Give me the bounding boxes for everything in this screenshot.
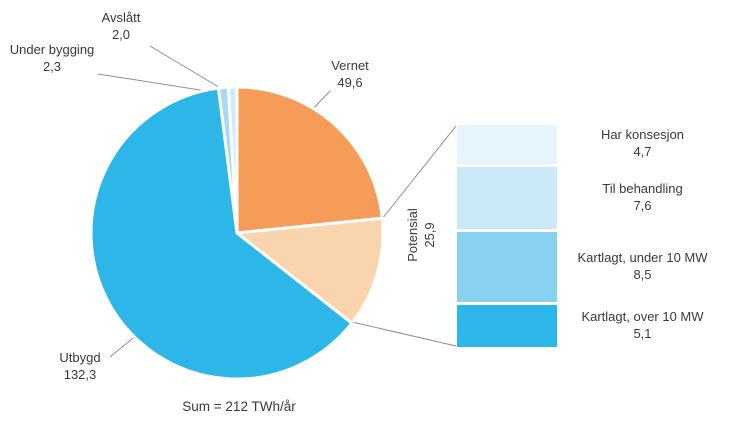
slice-name: Utbygd <box>59 350 101 365</box>
segment-value: 8,5 <box>633 267 652 283</box>
breakdown-label-til-behandling: Til behandling 7,6 <box>560 167 725 230</box>
sum-label: Sum = 212 TWh/år <box>182 399 296 414</box>
pie-slice-avsl-tt <box>226 85 239 235</box>
breakdown-segment-har-konsesjon <box>457 125 557 164</box>
segment-name: Har konsesjon <box>600 127 685 143</box>
breakdown-label-har-konsesjon: Har konsesjon 4,7 <box>560 125 725 164</box>
leader-line <box>97 73 220 94</box>
breakdown-segment-til-behandling <box>457 166 557 230</box>
breakdown-segment-kartlagt-over-10-mw <box>457 305 557 347</box>
breakdown-segment-kartlagt-under-10-mw <box>457 232 557 303</box>
slice-value: 49,6 <box>337 74 363 90</box>
slice-label-vernet: Vernet 49,6 <box>300 58 400 92</box>
breakdown-labels: Har konsesjon 4,7 Til behandling 7,6 Kar… <box>560 125 725 347</box>
segment-name: Kartlagt, under 10 MW <box>577 250 708 266</box>
breakdown-value: 25,9 <box>421 222 437 248</box>
slice-value: 2,3 <box>42 58 62 74</box>
slice-name: Under bygging <box>9 42 95 57</box>
slice-value: 2,0 <box>111 26 131 42</box>
breakdown-title-rotated: Potensial 25,9 <box>405 177 449 293</box>
pie-slice-vernet <box>235 85 384 235</box>
breakdown-label-kartlagt-under-10-mw: Kartlagt, under 10 MW 8,5 <box>560 232 725 302</box>
slice-label-utbygd: Utbygd 132,3 <box>30 350 130 384</box>
slice-name: Vernet <box>331 58 369 73</box>
leader-line <box>351 321 457 347</box>
pie-slice-utbygd <box>89 86 354 381</box>
breakdown-label-kartlagt-over-10-mw: Kartlagt, over 10 MW 5,1 <box>560 305 725 347</box>
segment-value: 7,6 <box>633 197 652 213</box>
segment-name: Til behandling <box>602 181 683 197</box>
slice-value: 132,3 <box>63 366 97 382</box>
segment-value: 4,7 <box>633 144 652 160</box>
segment-name: Kartlagt, over 10 MW <box>581 309 704 325</box>
slice-name: Avslått <box>101 10 141 25</box>
leader-line <box>149 45 228 93</box>
breakdown-bar <box>457 125 557 347</box>
segment-value: 5,1 <box>633 326 652 342</box>
leader-line <box>381 125 457 220</box>
slice-label-avslatt: Avslått 2,0 <box>76 10 166 44</box>
slice-label-under-bygging: Under bygging 2,3 <box>0 42 104 76</box>
breakdown-name: Potensial <box>405 208 420 262</box>
pie-slice-potensial <box>235 216 385 325</box>
